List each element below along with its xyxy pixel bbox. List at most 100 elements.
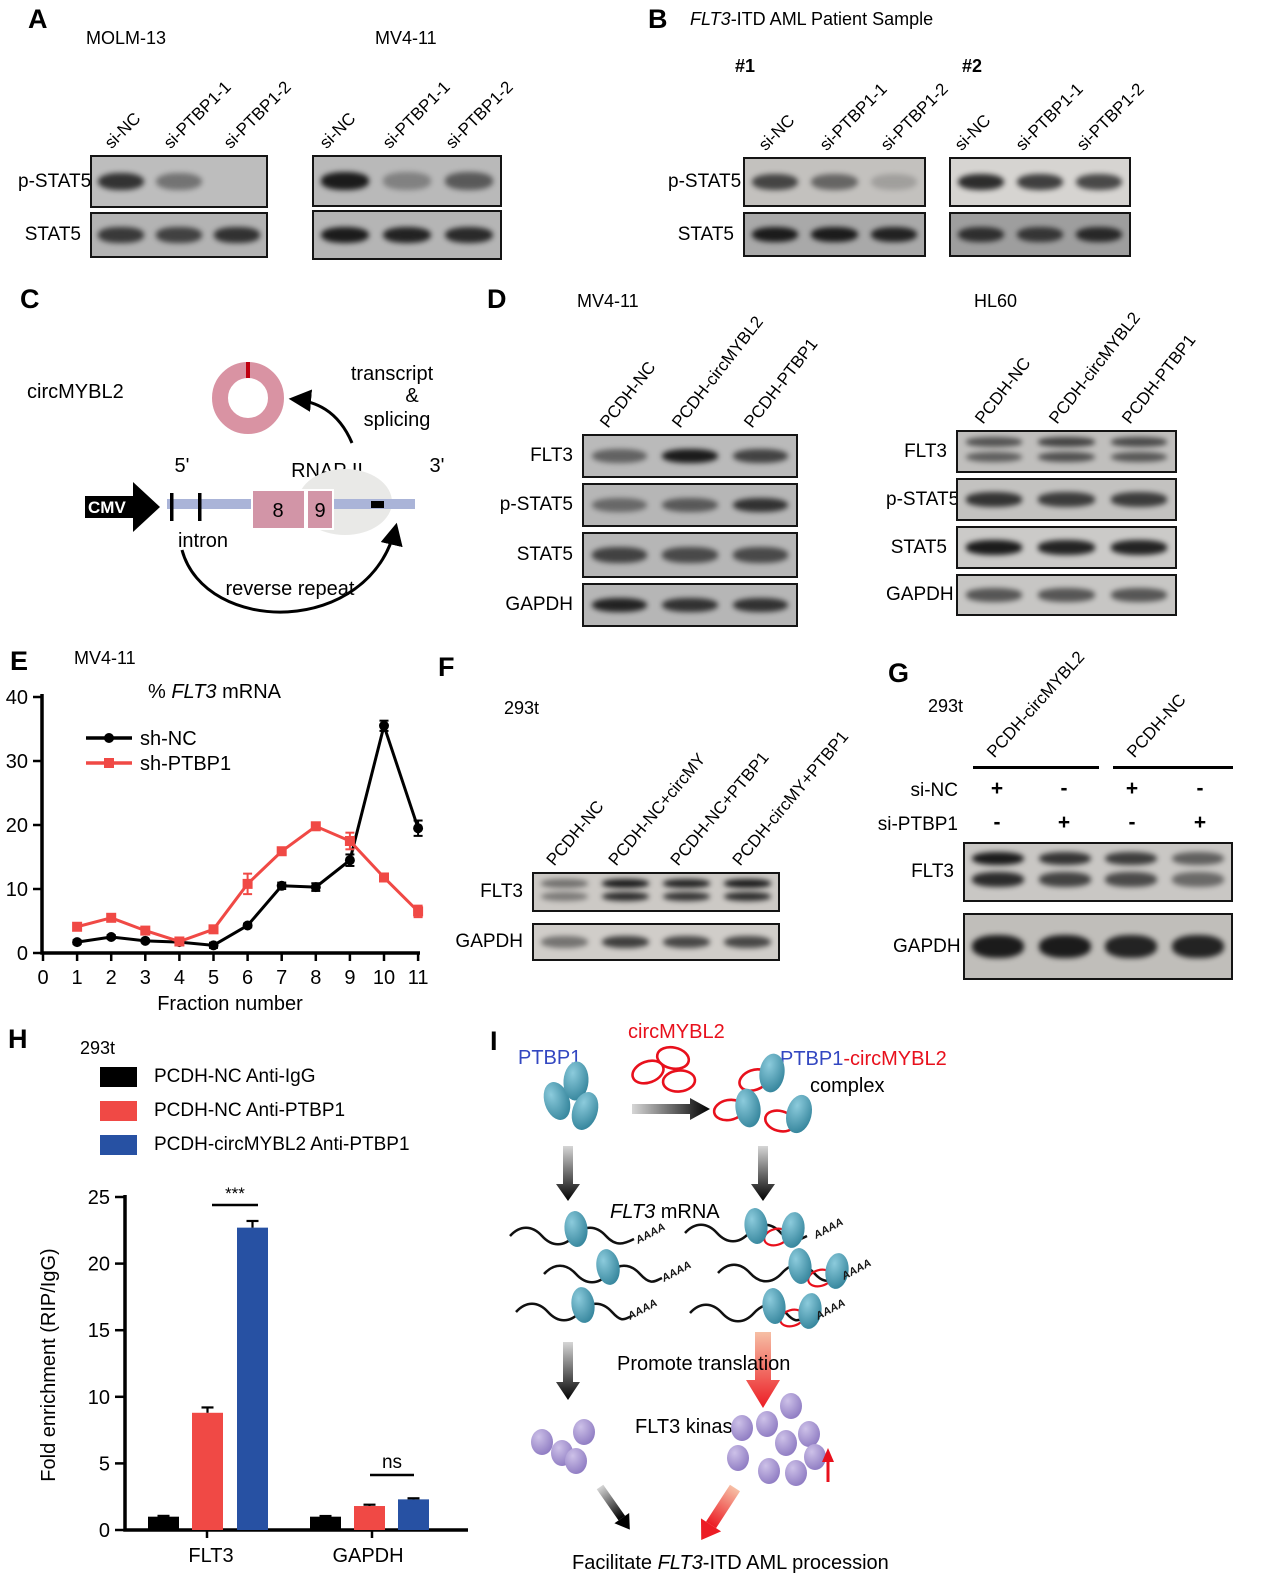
lane-labels: si-NC si-PTBP1-1 si-PTBP1-2 bbox=[90, 62, 295, 155]
protein-band bbox=[662, 497, 718, 513]
circmybl2-construct-diagram: circMYBL2 transcript & splicing 5' 3' RN… bbox=[27, 362, 444, 614]
y-axis-label: Fold enrichment (RIP/IgG) bbox=[38, 1248, 60, 1481]
intron-tick bbox=[170, 493, 174, 521]
facilitate-pre: Facilitate bbox=[572, 1552, 658, 1574]
exon-9-box bbox=[306, 489, 334, 530]
complex-binds-mrna-arrow bbox=[751, 1146, 775, 1201]
blot-membrane bbox=[90, 212, 268, 258]
protein-band bbox=[591, 497, 647, 513]
lane-label: PCDH-circMY+PTBP1 bbox=[728, 727, 853, 870]
protein-band bbox=[811, 173, 858, 191]
x-tick-label: 4 bbox=[174, 967, 185, 989]
protein-band bbox=[1038, 935, 1091, 958]
chart-title: % FLT3 mRNA bbox=[148, 681, 282, 703]
data-point bbox=[379, 872, 389, 883]
blot-row: p-STAT5 bbox=[668, 157, 926, 207]
y-tick-label: 15 bbox=[88, 1320, 110, 1342]
data-point bbox=[310, 821, 321, 832]
flt3-mrna-italic: FLT3 bbox=[610, 1201, 655, 1223]
blot-row: FLT3 bbox=[893, 842, 1233, 902]
facilitate-label: Facilitate FLT3-ITD AML procession bbox=[572, 1552, 889, 1574]
si-nc-lane-3: + bbox=[1125, 777, 1139, 800]
cell-line-title: 293t bbox=[504, 698, 540, 718]
blot-membrane bbox=[963, 913, 1233, 980]
protein-band bbox=[751, 227, 799, 242]
data-point bbox=[276, 846, 287, 857]
lane-label: si-PTBP1-2 bbox=[442, 77, 518, 153]
western-blot-group: si-NC si-PTBP1-1 si-PTBP1-2 p-STAT5 STAT5 bbox=[18, 62, 295, 262]
lane-labels: PCDH-NC PCDH-circMYBL2 PCDH-PTBP1 bbox=[956, 308, 1200, 430]
western-blot-group: si-NC si-PTBP1-1 si-PTBP1-2 bbox=[303, 62, 517, 263]
legend-swatch bbox=[100, 1135, 137, 1155]
bar bbox=[148, 1516, 179, 1530]
bar bbox=[192, 1412, 223, 1530]
blot-row: STAT5 bbox=[886, 526, 1177, 569]
blot-membrane bbox=[532, 923, 780, 961]
data-point bbox=[72, 937, 83, 948]
legend-label: sh-PTBP1 bbox=[140, 753, 231, 775]
blot-membrane bbox=[956, 478, 1177, 521]
y-tick-label: 20 bbox=[88, 1254, 110, 1276]
protein-band bbox=[965, 451, 1023, 462]
protein-band bbox=[957, 227, 1004, 242]
protein-band bbox=[1076, 173, 1123, 191]
protein-band bbox=[1038, 872, 1091, 887]
protein-band bbox=[591, 547, 647, 563]
cell-line-title: MV4-11 bbox=[375, 28, 437, 48]
protein-band bbox=[1038, 540, 1095, 555]
blot-row: GAPDH bbox=[494, 583, 798, 627]
axes bbox=[40, 694, 420, 955]
protein-band bbox=[1105, 851, 1158, 866]
protein-band bbox=[723, 892, 772, 902]
protein-band bbox=[591, 597, 647, 613]
antibody-label: GAPDH bbox=[893, 936, 961, 957]
protein-band bbox=[444, 172, 494, 190]
exon-9-label: 9 bbox=[314, 500, 325, 522]
polya-tails-left: AAAA AAAA AAAA bbox=[625, 1221, 694, 1323]
data-point bbox=[106, 912, 117, 923]
facilitate-flt3: FLT3 bbox=[658, 1552, 703, 1574]
si-nc-row-label: si-NC bbox=[910, 780, 959, 801]
intron-label: intron bbox=[178, 530, 228, 552]
basal-outcome-arrow bbox=[596, 1484, 630, 1530]
antibody-label: GAPDH bbox=[505, 594, 573, 615]
protein-band bbox=[965, 437, 1023, 447]
binding-arrow bbox=[632, 1098, 710, 1120]
blot-membrane bbox=[743, 157, 926, 207]
polysome-profile-chart: 0 10 20 30 40 0 1 2 3 4 5 6 7 8 9 10 11 Fraction number % … bbox=[6, 681, 429, 1015]
blot-membrane bbox=[956, 430, 1177, 473]
complex-label-ptbp1: PTBP1 bbox=[780, 1048, 843, 1070]
protein-band bbox=[1171, 935, 1224, 958]
x-tick-label: 8 bbox=[310, 967, 321, 989]
data-point bbox=[140, 935, 151, 946]
protein-band bbox=[601, 892, 650, 902]
repeat-element-dash bbox=[371, 501, 384, 508]
antibody-label: FLT3 bbox=[911, 861, 954, 882]
blot-membrane bbox=[582, 434, 798, 478]
antibody-label bbox=[303, 210, 312, 260]
blot-membrane bbox=[312, 155, 502, 207]
x-tick-label: 5 bbox=[208, 967, 219, 989]
group-label-pcdh-nc: PCDH-NC bbox=[1123, 690, 1190, 762]
antibody-label: FLT3 bbox=[530, 445, 573, 466]
protein-band bbox=[1038, 492, 1095, 507]
blot-row bbox=[940, 212, 1131, 257]
lane-label: si-NC bbox=[315, 108, 359, 153]
cmv-label: CMV bbox=[88, 498, 126, 517]
data-point bbox=[72, 921, 83, 932]
protein-band bbox=[1110, 588, 1168, 602]
legend-entry: PCDH-circMYBL2 Anti-PTBP1 bbox=[100, 1134, 410, 1156]
y-tick-label: 10 bbox=[88, 1387, 110, 1409]
data-point bbox=[106, 932, 117, 942]
data-point bbox=[310, 882, 321, 893]
antibody-label: STAT5 bbox=[677, 224, 734, 245]
blot-membrane bbox=[743, 212, 926, 257]
circmybl2-rings bbox=[631, 1045, 697, 1093]
category-label: FLT3 bbox=[188, 1545, 233, 1567]
protein-band bbox=[156, 172, 202, 191]
y-tick-label: 0 bbox=[99, 1520, 110, 1542]
lane-label: si-NC bbox=[951, 110, 995, 155]
lane-label: PCDH-NC bbox=[596, 357, 660, 432]
flt3-mrna-rest: mRNA bbox=[655, 1201, 720, 1223]
lane-label: si-NC bbox=[100, 108, 145, 153]
